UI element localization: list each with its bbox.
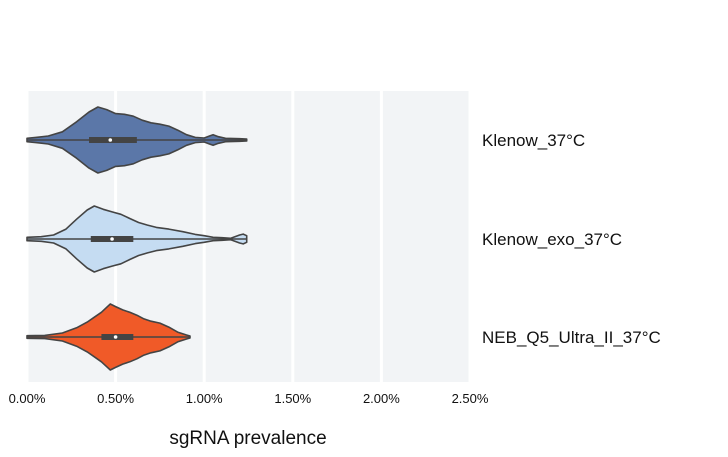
- violin-median-point: [110, 237, 114, 241]
- x-tick-label: 1.00%: [186, 391, 223, 406]
- x-tick-label: 0.00%: [9, 391, 46, 406]
- category-labels: Klenow_37°C Klenow_exo_37°C NEB_Q5_Ultra_I…: [482, 131, 661, 347]
- violin-1: [26, 205, 248, 273]
- x-axis-title: sgRNA prevalence: [169, 428, 326, 449]
- x-tick-label: 1.50%: [274, 391, 311, 406]
- x-tick-label: 2.50%: [452, 391, 489, 406]
- violin-2: [26, 303, 191, 371]
- violin-0: [26, 106, 248, 174]
- violin-iqr-box: [89, 137, 137, 143]
- violin-median-point: [108, 138, 113, 142]
- violin-group: [26, 106, 248, 371]
- category-label: Klenow_37°C: [482, 131, 585, 150]
- category-label: Klenow_exo_37°C: [482, 230, 622, 249]
- x-tick-label: 2.00%: [363, 391, 400, 406]
- x-tick-label: 0.50%: [97, 391, 134, 406]
- violin-median-point: [113, 335, 118, 339]
- x-tick-labels: 0.00% 0.50% 1.00% 1.50% 2.00% 2.50%: [9, 391, 489, 406]
- category-label: NEB_Q5_Ultra_II_37°C: [482, 328, 661, 347]
